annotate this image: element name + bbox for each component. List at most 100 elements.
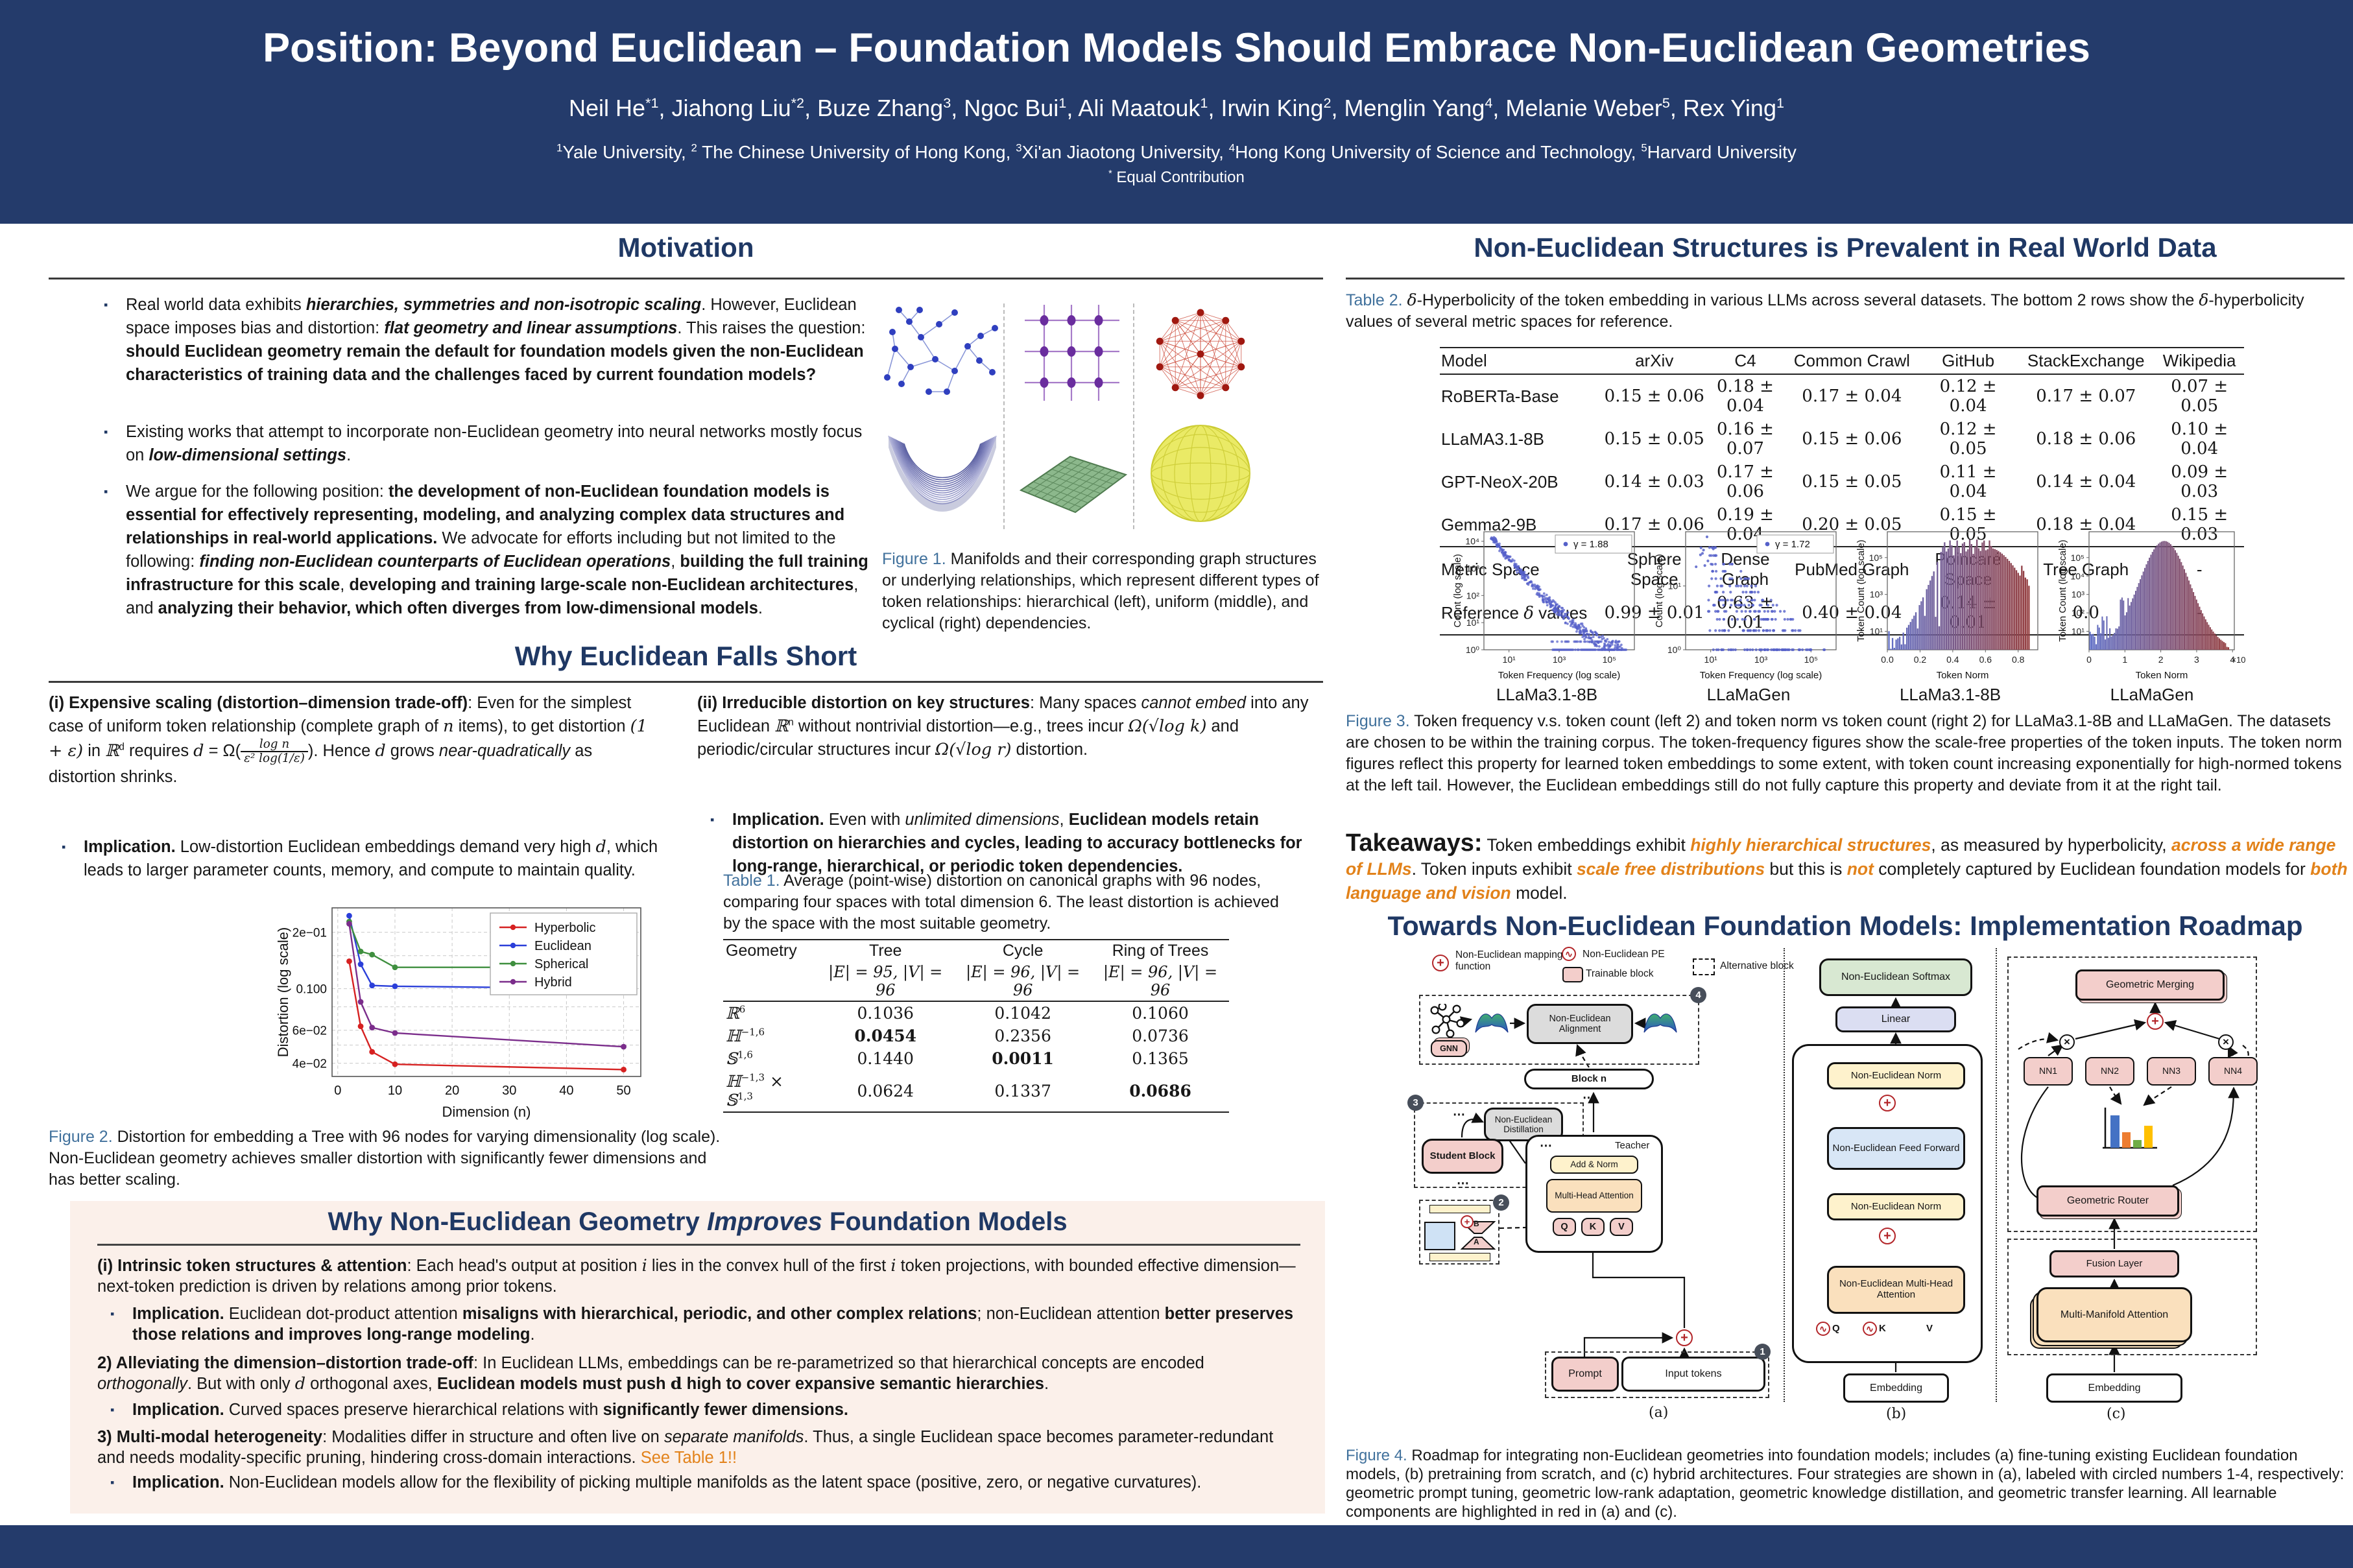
- ellipsis: [1453, 1108, 1466, 1123]
- grid-graph-figure: [1025, 305, 1119, 401]
- v-block: V: [1610, 1218, 1633, 1236]
- poster-footer: [0, 1525, 2353, 1568]
- embedding-block-c: Embedding: [2046, 1373, 2182, 1403]
- svg-text:10: 10: [388, 1084, 402, 1098]
- table2-row: GPT-NeoX-20B 0.14 ± 0.03 0.17 ± 0.06 0.15 ±…: [1441, 462, 2228, 501]
- bullet-square-icon: [110, 1303, 132, 1345]
- trainable-block-swatch: [1562, 967, 1583, 982]
- lora-a-label: A: [1474, 1237, 1479, 1246]
- q-label: Q: [1832, 1323, 1840, 1334]
- mapping-function-icon: [2147, 1013, 2164, 1030]
- bullet-square-icon: [62, 835, 84, 882]
- svg-text:40: 40: [559, 1084, 573, 1098]
- panel-b-label: (b): [1886, 1406, 1907, 1422]
- svg-text:Dimension (n): Dimension (n): [442, 1104, 531, 1120]
- figure3-token-norm-llamagen: 0 1 2 3 4 10¹ 10² 10³ 10⁴ 10⁵ Token Norm Token Coun…: [2058, 531, 2246, 681]
- svg-text:10²: 10²: [2072, 608, 2085, 618]
- svg-text:10¹: 10¹: [1503, 654, 1516, 665]
- figure2-distortion-chart: 0 10 20 30 40 50 2e−01 0.100 6e−02 4e−02 Hyperboli…: [275, 907, 641, 1120]
- alignment-block: Non-Euclidean Alignment: [1527, 1004, 1633, 1044]
- svg-text:4e−02: 4e−02: [293, 1058, 327, 1071]
- bullet-square-icon: [110, 1472, 132, 1493]
- falls-short-heading: Why Euclidean Falls Short: [514, 641, 857, 671]
- table1-row: ℝ6 0.1036 0.1042 0.1060: [726, 1003, 1189, 1023]
- table1-header-ring: Ring of Trees: [1112, 942, 1209, 960]
- prevalent-rule: [1346, 278, 2345, 279]
- mapping-function-icon: [1879, 1228, 1896, 1244]
- svg-text:10¹: 10¹: [1704, 654, 1718, 665]
- table1-caption: Table 1. Average (point-wise) distortion…: [723, 872, 1279, 932]
- fusion-layer-block: Fusion Layer: [2049, 1250, 2179, 1277]
- non-euclidean-pe-icon: [1863, 1322, 1877, 1336]
- non-euclidean-pe-icon: [1562, 947, 1576, 961]
- equal-contribution-note: * Equal Contribution: [1108, 169, 1245, 186]
- prevalent-heading: Non-Euclidean Structures is Prevalent in…: [1474, 232, 2217, 263]
- poster-title: Position: Beyond Euclidean – Foundation …: [263, 25, 2090, 71]
- lora-bar: [1429, 1253, 1490, 1261]
- svg-text:0: 0: [334, 1084, 341, 1098]
- improves-item1-implication: Implication. Euclidean dot-product atten…: [110, 1303, 1297, 1345]
- poster-affiliations: 1Yale University, 2 The Chinese Universi…: [556, 141, 1797, 162]
- svg-text:γ = 1.88: γ = 1.88: [1573, 539, 1608, 550]
- sphere-manifold-figure: [1151, 425, 1250, 522]
- table2-header: StackExchange: [2017, 348, 2155, 375]
- bullet-square-icon: [110, 1399, 132, 1420]
- non-euclidean-mha-block: Non-Euclidean Multi-Head Attention: [1827, 1266, 1965, 1314]
- svg-text:0.0: 0.0: [1881, 654, 1894, 665]
- hyperbolic-manifold-figure: [888, 435, 997, 512]
- table2: Model arXiv C4 Common Crawl GitHub Stack…: [1440, 347, 2244, 636]
- table2-header: Wikipedia: [2155, 348, 2244, 375]
- svg-text:0.8: 0.8: [2012, 654, 2025, 665]
- table2-row: RoBERTa-Base 0.15 ± 0.06 0.18 ± 0.04 0.17 ±…: [1441, 377, 2228, 416]
- svg-text:10²: 10²: [1466, 590, 1480, 600]
- input-tokens-block: Input tokens: [1621, 1357, 1765, 1392]
- svg-text:4: 4: [2230, 654, 2235, 665]
- mapping-function-icon: [1432, 955, 1449, 971]
- falls-short-col2-para: (ii) Irreducible distortion on key struc…: [697, 694, 1309, 759]
- svg-text:Token Norm: Token Norm: [1937, 670, 1989, 681]
- mapping-function-icon: [1879, 1095, 1896, 1111]
- legend-alternative-label: Alternative block: [1720, 960, 1794, 971]
- table1-header-tree: Tree: [868, 942, 902, 960]
- table1-subheader: |E| = 95, |V| = 96: [828, 963, 943, 999]
- table2-header: Common Crawl: [1784, 348, 1920, 375]
- bullet-square-icon: [104, 420, 126, 467]
- block-n: Block n: [1524, 1069, 1654, 1089]
- figure1-divider: [1133, 303, 1134, 529]
- multi-manifold-attention-block: Multi-Manifold Attention: [2036, 1287, 2192, 1342]
- table1-row: 𝕊1,6 0.1440 0.0011 0.1365: [726, 1049, 1189, 1068]
- hybrid-lower-group: [2007, 1239, 2257, 1355]
- lora-group: [1419, 1200, 1499, 1265]
- hybrid-upper-group: [2007, 956, 2257, 1232]
- svg-text:6e−02: 6e−02: [293, 1025, 327, 1038]
- poster-authors: Neil He*1, Jiahong Liu*2, Buze Zhang3, N…: [569, 95, 1784, 121]
- tree-graph-figure: [884, 307, 998, 395]
- manifold-icon: [1643, 1014, 1677, 1033]
- svg-text:Count (log scale): Count (log scale): [1453, 554, 1463, 627]
- mapping-function-icon: [1461, 1215, 1474, 1228]
- strategy-badge-2: 2: [1493, 1194, 1509, 1211]
- geometric-merging-block: Geometric Merging: [2075, 969, 2225, 1001]
- figure3-sublabel: LLaMaGen: [2110, 685, 2194, 704]
- svg-text:30: 30: [502, 1084, 516, 1098]
- table1-subheader: |E| = 96, |V| = 96: [1103, 963, 1218, 999]
- svg-text:10⁴: 10⁴: [1465, 536, 1479, 547]
- motivation-bullet-3: We argue for the following position: the…: [104, 480, 876, 620]
- plane-manifold-figure: [1019, 455, 1128, 514]
- improves-item2-implication: Implication. Curved spaces preserve hier…: [110, 1399, 1297, 1420]
- block-n-label: Block n: [1571, 1073, 1607, 1084]
- norm-block-upper: Non-Euclidean Norm: [1827, 1062, 1965, 1089]
- table1-subheader: |E| = 96, |V| = 96: [966, 963, 1081, 999]
- bullet-square-icon: [104, 293, 126, 386]
- svg-text:10¹: 10¹: [1668, 581, 1682, 591]
- teacher-label: Teacher: [1615, 1140, 1650, 1151]
- multi-head-attention-block: Multi-Head Attention: [1546, 1179, 1642, 1213]
- frozen-weight-block: [1424, 1222, 1455, 1250]
- strategy-badge-4: 4: [1690, 987, 1706, 1003]
- figure1-caption: Figure 1. Manifolds and their correspond…: [882, 550, 1319, 632]
- figure3-sublabel: LLaMaGen: [1706, 685, 1791, 704]
- svg-text:10¹: 10¹: [1466, 617, 1480, 628]
- svg-text:0: 0: [2086, 654, 2092, 665]
- multiply-icon: [2218, 1034, 2234, 1050]
- svg-text:Token Frequency (log scale): Token Frequency (log scale): [1700, 670, 1822, 681]
